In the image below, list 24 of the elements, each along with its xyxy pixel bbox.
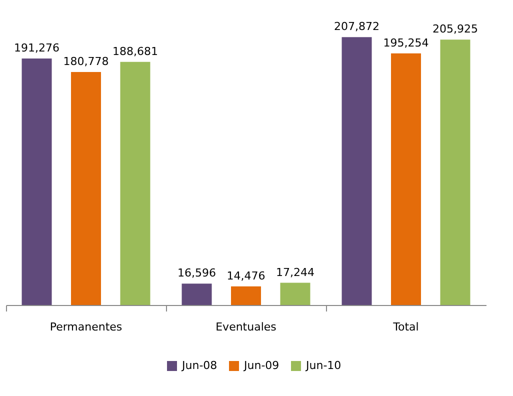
bar xyxy=(71,72,101,305)
legend-label: Jun-10 xyxy=(305,359,342,372)
legend-label: Jun-08 xyxy=(181,359,218,372)
data-label: 180,778 xyxy=(63,55,109,68)
bar xyxy=(280,282,310,305)
bar xyxy=(391,53,421,305)
data-label: 207,872 xyxy=(334,20,380,34)
bar xyxy=(182,284,212,305)
legend-label: Jun-09 xyxy=(243,359,280,372)
bar xyxy=(231,286,261,305)
data-label: 17,244 xyxy=(276,266,314,279)
data-label: 16,596 xyxy=(178,266,216,280)
x-tick-label: Eventuales xyxy=(216,320,277,334)
data-label: 188,681 xyxy=(112,44,158,58)
bar xyxy=(22,58,52,305)
data-label: 14,476 xyxy=(226,269,266,282)
x-tick-label: Permanentes xyxy=(50,320,122,334)
bar xyxy=(342,37,372,305)
x-tick-label: Total xyxy=(392,320,419,334)
data-label: 205,925 xyxy=(432,22,478,36)
bar xyxy=(440,40,470,305)
data-label: 195,254 xyxy=(383,36,429,50)
data-label: 191,276 xyxy=(14,42,60,55)
bar xyxy=(120,62,150,305)
